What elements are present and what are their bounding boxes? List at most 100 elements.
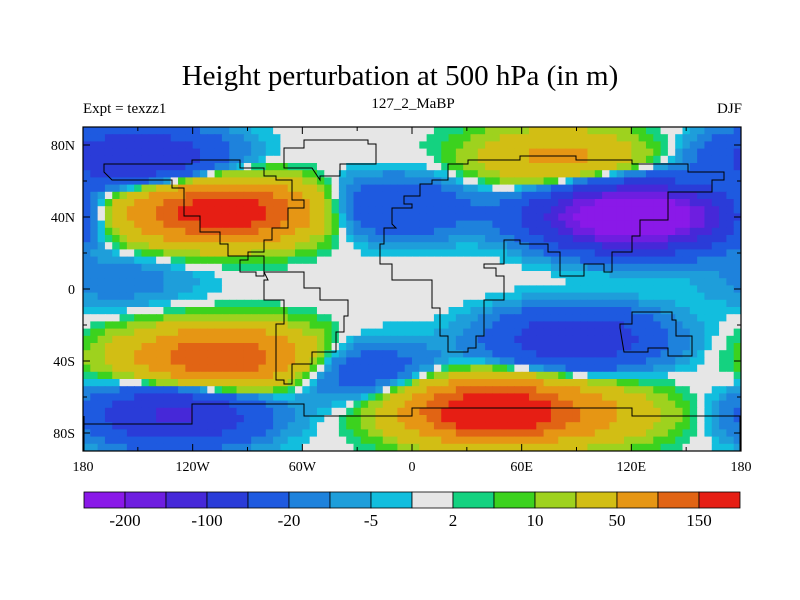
field-cell — [265, 415, 274, 423]
field-cell — [572, 292, 581, 301]
field-cell — [602, 227, 610, 236]
field-cell — [126, 335, 135, 344]
field-cell — [353, 422, 362, 430]
field-cell — [616, 184, 625, 193]
field-cell — [463, 400, 472, 409]
field-cell — [163, 357, 172, 366]
field-cell — [580, 206, 589, 214]
field-cell — [448, 263, 457, 272]
field-cell — [565, 227, 574, 236]
field-cell — [477, 443, 486, 451]
field-cell — [353, 299, 362, 308]
field-cell — [719, 407, 727, 416]
field-cell — [660, 227, 669, 236]
field-cell — [302, 407, 311, 416]
field-cell — [324, 400, 333, 409]
field-cell — [638, 235, 647, 243]
field-cell — [653, 191, 662, 200]
field-cell — [448, 220, 457, 229]
colorbar-box — [411, 491, 454, 509]
field-cell — [675, 321, 684, 330]
field-cell — [163, 285, 172, 294]
field-cell — [507, 191, 515, 200]
field-cell — [543, 235, 552, 243]
field-cell — [375, 335, 384, 344]
field-cell — [485, 163, 494, 171]
field-cell — [550, 148, 559, 157]
field-cell — [675, 350, 684, 358]
field-cell — [675, 292, 684, 301]
field-cell — [580, 242, 589, 250]
field-cell — [528, 127, 537, 135]
field-cell — [199, 443, 208, 451]
field-cell — [148, 285, 157, 294]
field-cell — [156, 379, 165, 387]
field-cell — [645, 350, 654, 358]
field-cell — [280, 335, 289, 344]
field-cell — [426, 191, 435, 200]
field-cell — [229, 436, 238, 445]
field-cell — [163, 436, 172, 445]
field-cell — [733, 235, 741, 243]
field-cell — [104, 335, 113, 344]
field-cell — [265, 227, 274, 236]
field-cell — [104, 321, 113, 330]
field-cell — [660, 321, 669, 330]
field-cell — [390, 220, 398, 229]
field-cell — [477, 429, 486, 438]
field-cell — [536, 127, 545, 135]
field-cell — [178, 321, 186, 330]
field-cell — [689, 278, 698, 286]
field-cell — [338, 371, 347, 380]
field-cell — [273, 213, 281, 222]
field-cell — [455, 242, 464, 250]
field-cell — [280, 134, 289, 142]
field-cell — [726, 292, 735, 301]
field-cell — [178, 371, 186, 380]
field-cell — [192, 242, 201, 250]
field-cell — [229, 371, 238, 380]
field-cell — [295, 163, 303, 171]
field-cell — [667, 386, 676, 394]
field-cell — [565, 328, 574, 337]
field-cell — [543, 220, 552, 229]
field-cell — [470, 184, 479, 193]
field-cell — [689, 285, 698, 294]
field-cell — [441, 278, 450, 286]
field-cell — [382, 386, 391, 394]
field-cell — [441, 386, 450, 394]
field-cell — [199, 292, 208, 301]
field-cell — [594, 206, 603, 214]
field-cell — [126, 220, 135, 229]
field-cell — [704, 364, 713, 373]
field-cell — [543, 249, 552, 258]
field-cell — [302, 328, 311, 337]
field-cell — [287, 271, 296, 279]
field-cell — [631, 127, 640, 135]
field-cell — [521, 141, 530, 150]
field-cell — [667, 263, 676, 272]
field-cell — [156, 249, 165, 258]
field-cell — [602, 314, 610, 322]
field-cell — [331, 163, 340, 171]
field-cell — [214, 393, 223, 402]
field-cell — [660, 235, 669, 243]
field-cell — [485, 357, 494, 366]
field-cell — [528, 227, 537, 236]
field-cell — [624, 328, 632, 337]
field-cell — [243, 177, 252, 186]
field-cell — [602, 199, 610, 207]
field-cell — [412, 307, 420, 315]
field-cell — [83, 343, 91, 351]
field-cell — [309, 307, 318, 315]
field-cell — [287, 206, 296, 214]
field-cell — [141, 436, 150, 445]
y-tick-label: 40N — [51, 211, 75, 226]
field-cell — [455, 422, 464, 430]
field-cell — [112, 285, 121, 294]
field-cell — [682, 350, 691, 358]
field-cell — [104, 141, 113, 150]
field-cell — [251, 141, 260, 150]
field-cell — [119, 199, 128, 207]
field-cell — [507, 443, 515, 451]
